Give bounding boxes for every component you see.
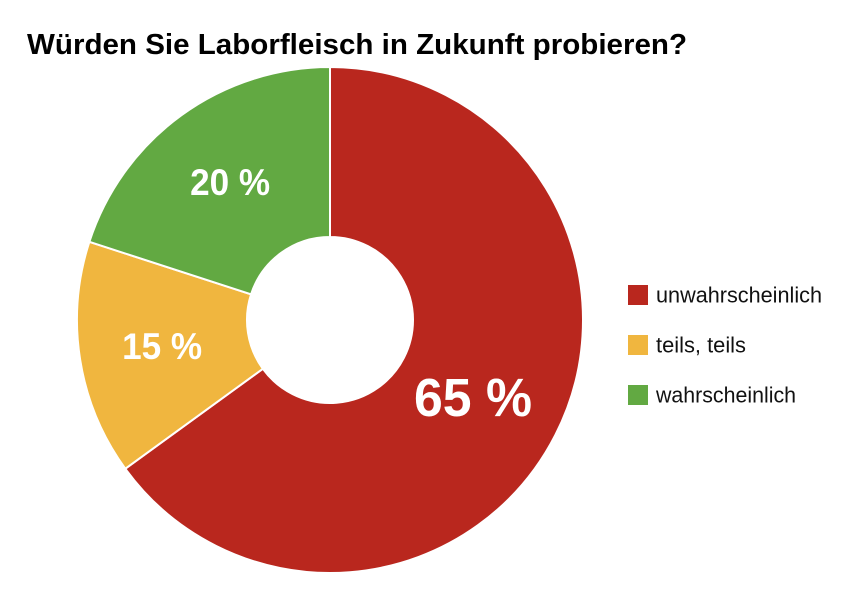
legend-swatch — [628, 335, 648, 355]
legend-label: unwahrscheinlich — [656, 283, 822, 308]
legend-label: wahrscheinlich — [655, 383, 796, 408]
slice-wahrscheinlich — [88, 65, 331, 296]
slice-label: 65 % — [414, 368, 532, 428]
slice-labels: 65 % 15 % 20 % — [122, 162, 532, 428]
legend: unwahrscheinlich teils, teils wahrscheinli… — [628, 283, 822, 408]
legend-swatch — [628, 385, 648, 405]
legend-swatch — [628, 285, 648, 305]
legend-label: teils, teils — [656, 333, 746, 358]
slice-label: 20 % — [190, 162, 270, 203]
slice-label: 15 % — [122, 326, 202, 367]
slice-teils-teils — [76, 240, 265, 471]
slices — [76, 65, 584, 574]
slice-unwahrscheinlich — [123, 65, 584, 574]
chart-title: Würden Sie Laborfleisch in Zukunft probi… — [27, 29, 687, 61]
